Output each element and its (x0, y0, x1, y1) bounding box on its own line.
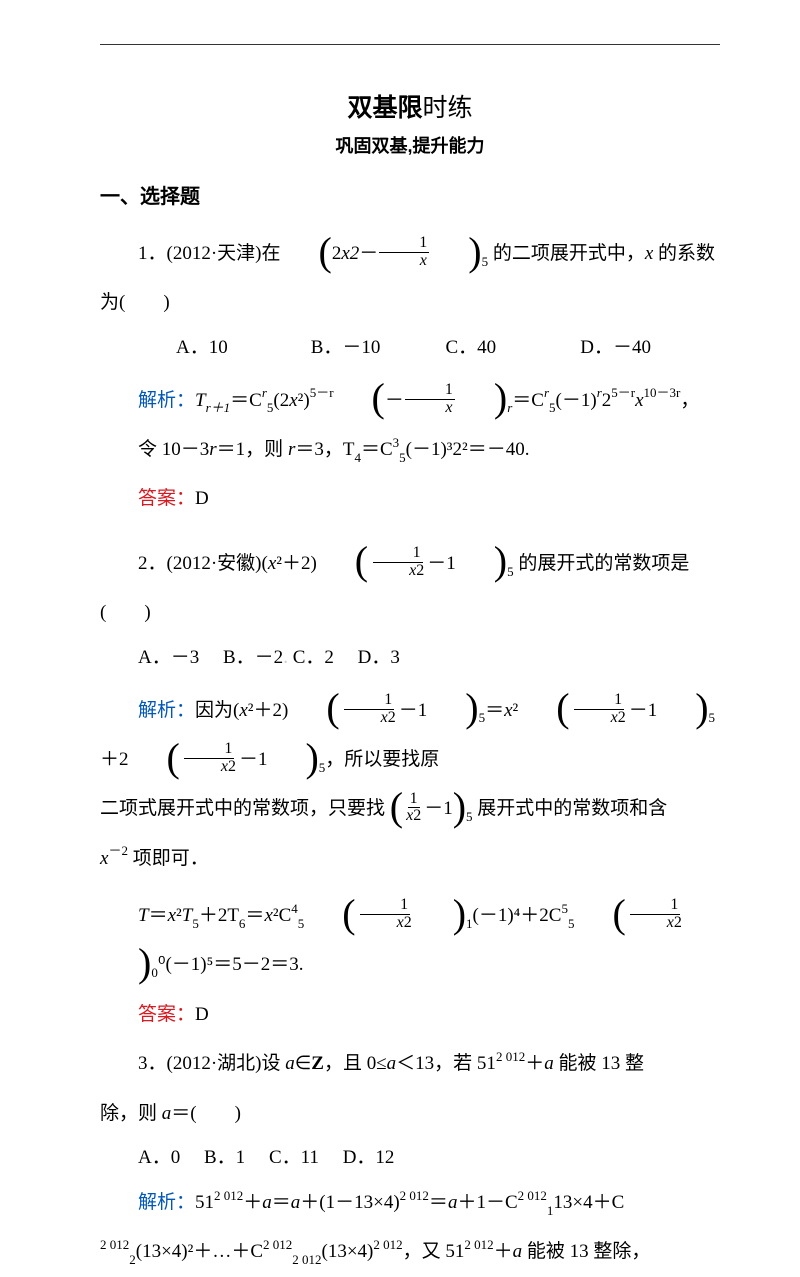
lparen-icon: ( (280, 242, 331, 262)
lparen-icon: ( (304, 904, 355, 924)
title-bold: 双基限 (347, 94, 422, 122)
lparen-icon: ( (317, 551, 368, 571)
q1-options: A．10 B．－10 C．40 D．－40 (100, 328, 720, 368)
q3-opt-D: D．12 (343, 1147, 395, 1168)
q2-solution-1: 解析：因为(x²＋2)(1x2－1)5＝x²(1x2－1)5＋2(1x2－1)5… (100, 686, 720, 785)
rparen-icon: ) (267, 748, 318, 768)
rparen-icon: ) (415, 904, 466, 924)
solution-label: 解析： (138, 700, 195, 721)
q2-solution-3: x－2 项即可． (100, 834, 720, 883)
answer-label: 答案： (138, 1004, 195, 1025)
page-title: 双基限时练 (100, 88, 720, 124)
solution-label: 解析： (138, 1192, 195, 1213)
frac: 1x2 (570, 692, 629, 727)
q1-lead: 1．(2012·天津)在 (138, 243, 280, 264)
q2-pow: 5 (507, 564, 514, 579)
lparen-icon: ( (574, 904, 625, 924)
q1-solution-2: 令 10－3r＝1，则 r＝3，T4＝C35(－1)³2²＝－40. (100, 425, 720, 474)
frac: 1x2 (626, 897, 685, 932)
q1-opt-A: A．10 (138, 328, 268, 368)
frac-1-x: 1x (378, 235, 430, 270)
q1-opt-C: C．40 (408, 328, 538, 368)
q2-opt-D: D．3 (358, 647, 400, 668)
q1-c35-top: 3 (393, 435, 400, 450)
q3-stem-1: 3．(2012·湖北)设 a∈Z，且 0≤a＜13，若 512 012＋a 能被… (100, 1039, 720, 1088)
q2-opt-B: B．－2 (223, 647, 283, 668)
q3-options: A．0 B．1 C．11 D．12 (100, 1138, 720, 1178)
rparen-icon: ) (456, 551, 507, 571)
rparen-icon: ) (453, 797, 466, 817)
q3-solution-1: 解析：512 012＋a＝a＋(1－13×4)2 012＝a＋1－C2 0121… (100, 1178, 720, 1227)
q1-opt-B: B．－10 (273, 328, 403, 368)
q2-answer-val: D (195, 1004, 209, 1025)
q1-stem: 1．(2012·天津)在(2x2－1x)5 的二项展开式中，x 的系数为( ) (100, 229, 720, 328)
q2-answer: 答案：D (100, 990, 720, 1039)
rparen-icon: ) (100, 953, 151, 973)
q3-opt-A: A．0 (138, 1147, 180, 1168)
lparen-icon: ( (390, 797, 403, 817)
q2-solution-2: 二项式展开式中的常数项，只要找 (1x2－1)5 展开式中的常数项和含 (100, 784, 720, 833)
q2-opt-C: C．2 (293, 647, 334, 668)
q2-options: A．－3 B．－2. C．2 D．3 (100, 638, 720, 678)
q1-2x2: (2x²) (273, 390, 309, 411)
q3-lead: 3．(2012·湖北)设 (138, 1053, 285, 1074)
frac: 1x2 (340, 692, 399, 727)
frac: 1x2 (356, 897, 415, 932)
lparen-icon: ( (129, 748, 180, 768)
subtitle: 巩固双基,提升能力 (100, 132, 720, 158)
frac: 1x2 (180, 741, 239, 776)
q2-solution-4: T＝x²T5＋2T6＝x²C45(1x2)1(－1)⁴＋2C55(1x2)0⁰(… (100, 891, 720, 990)
q3-stem-2: 除，则 a＝( ) (100, 1089, 720, 1138)
set-Z: Z (311, 1053, 324, 1074)
rparen-icon: ) (430, 242, 481, 262)
lparen-icon: ( (288, 698, 339, 718)
frac: 1x2 (403, 791, 424, 826)
q1-solution-1: 解析：Tr＋1＝Cr5(2x²)5－r(－1x)r＝Cr5(－1)r25－rx1… (100, 376, 720, 425)
q1-neg-frac: －1x (385, 390, 456, 411)
q2-lead: 2．(2012·安徽)( (138, 553, 268, 574)
q2-opt-A: A．－3 (138, 647, 199, 668)
q1-pow: 5 (482, 254, 489, 269)
q1-answer: 答案：D (100, 474, 720, 523)
top-rule (100, 44, 720, 45)
solution-label: 解析： (138, 390, 195, 411)
q3-opt-C: C．11 (269, 1147, 319, 1168)
rparen-icon: ) (427, 698, 478, 718)
q2-stem: 2．(2012·安徽)(x²＋2)(1x2－1)5 的展开式的常数项是( ) (100, 539, 720, 638)
q1-x: x (645, 243, 653, 264)
q3-opt-B: B．1 (204, 1147, 245, 1168)
q2-x2p2: x (268, 553, 276, 574)
answer-label: 答案： (138, 488, 195, 509)
title-light: 时练 (423, 95, 473, 122)
lparen-icon: ( (518, 698, 569, 718)
rparen-icon: ) (456, 388, 507, 408)
q1-expr: 2x2－1x (332, 243, 430, 264)
section-1-header: 一、选择题 (100, 180, 720, 209)
q1-opt-D: D．－40 (542, 328, 672, 368)
lparen-icon: ( (334, 388, 385, 408)
q1-tail: 的二项展开式中， (493, 243, 645, 264)
q1-answer-val: D (195, 488, 209, 509)
q1-c35-bot: 5 (399, 450, 406, 465)
rparen-icon: ) (657, 698, 708, 718)
frac-1-x2: 1x2 (368, 545, 427, 580)
q3-solution-2: 2 0122(13×4)²＋…＋C2 0122 012(13×4)2 012，又… (100, 1227, 720, 1276)
